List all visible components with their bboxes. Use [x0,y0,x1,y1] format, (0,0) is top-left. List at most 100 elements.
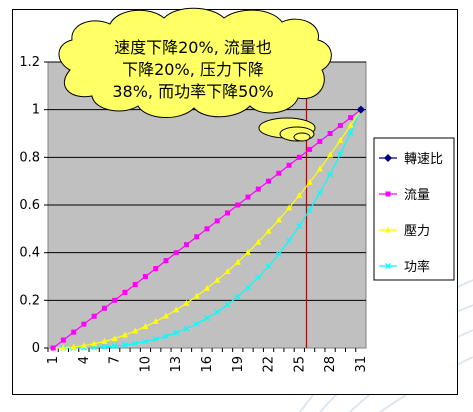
data-point-stroke [111,343,118,350]
data-point [91,340,98,347]
data-point [183,242,189,248]
data-point [153,266,159,272]
data-point [245,194,251,200]
data-point-stroke [152,336,159,343]
series-轉速比 [356,105,365,114]
x-tick-label: 13 [169,356,184,373]
data-point [91,313,97,319]
legend-item: 轉速比 [379,152,443,167]
data-point [327,131,333,136]
data-point [275,251,282,257]
data-point [80,342,87,349]
x-tick-label: 22 [262,356,277,373]
series-layer [50,105,365,351]
data-point [327,171,334,178]
data-point [193,292,200,299]
data-point [142,338,149,345]
data-point [204,284,210,291]
data-point [337,123,343,129]
data-point [234,258,241,265]
data-point [235,202,241,208]
x-tick-label: 19 [231,356,246,373]
data-point [316,189,323,196]
data-point [162,312,169,319]
data-point-stroke [296,223,303,229]
legend-box [373,137,455,281]
data-point-stroke [142,338,149,345]
data-point [276,170,282,176]
data-point [224,301,231,308]
y-tick-label: 0.2 [19,293,40,308]
data-point [296,223,303,229]
callout-tail-small [293,132,311,142]
y-tick-label: 0.6 [19,198,40,213]
x-tick-label: 1 [46,356,61,364]
callout-line-3: 38%, 而功率下降50% [112,82,273,101]
data-point [121,331,128,338]
data-point [112,297,118,303]
x-tick-label: 10 [138,356,153,373]
data-point [152,318,159,325]
callout-cloud: 速度下降20%, 流量也 下降20%, 压力下降 38%, 而功率下降50% [58,7,332,142]
data-point [111,343,118,350]
data-point [286,204,293,211]
data-point [122,289,128,295]
data-point [81,321,87,327]
data-point [255,238,262,245]
series-流量 [50,107,364,351]
data-point-stroke [234,293,241,300]
data-point [163,333,169,340]
data-point [348,115,354,121]
data-point [225,210,231,216]
data-point [152,336,159,343]
data-point [316,165,323,172]
data-point [60,337,66,343]
y-tick-label: 1.2 [19,55,40,70]
y-tick-label: 0.4 [19,246,40,261]
data-point [142,323,149,330]
data-point-stroke [132,340,139,347]
data-point-stroke [306,207,313,214]
data-point-stroke [337,151,344,158]
data-point [70,343,77,350]
x-tick-label: 28 [323,356,338,373]
x-tick-label: 31 [354,356,369,373]
data-point [163,258,169,264]
x-tick-label: 16 [200,356,215,373]
data-point [132,281,138,287]
data-point-stroke [245,284,251,291]
data-point [224,267,231,274]
data-point [214,218,220,224]
callout-line-2: 下降20%, 压力下降 [122,60,264,79]
data-point-stroke [183,325,190,332]
legend-label: 功率 [404,259,430,275]
data-point [132,340,139,347]
data-point [245,284,251,291]
data-point-stroke [101,343,108,350]
data-point [71,329,77,335]
data-point [255,186,261,192]
data-point [214,308,221,315]
data-point-stroke [385,263,391,269]
callout-line-1: 速度下降20%, 流量也 [114,38,272,57]
data-point [255,274,262,281]
data-point [101,337,108,344]
data-point-stroke [214,308,221,315]
data-point [306,178,313,185]
data-point [173,329,180,336]
data-point-stroke [204,315,210,322]
data-point [347,129,354,136]
data-point [317,138,323,144]
data-point [234,293,241,300]
data-point [337,151,344,158]
data-point [265,263,272,270]
data-point-stroke [173,329,180,336]
legend-item: 流量 [379,188,430,203]
data-point [132,327,139,334]
data-point [101,305,107,311]
data-point [142,274,148,279]
data-point [111,334,118,341]
data-point [193,320,200,327]
data-point [286,162,292,168]
